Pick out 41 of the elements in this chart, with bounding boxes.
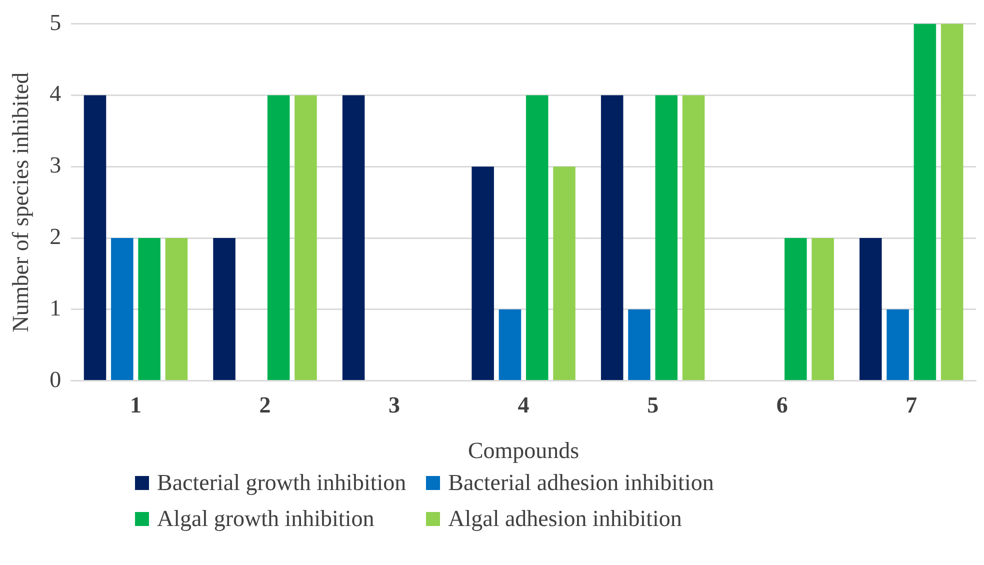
bar <box>84 95 106 380</box>
bar <box>812 238 834 380</box>
bar <box>600 95 624 380</box>
x-tick-label: 6 <box>776 392 788 418</box>
legend-label: Algal growth inhibition <box>157 506 374 532</box>
bar <box>111 238 134 380</box>
y-tick-label: 1 <box>50 295 62 320</box>
x-axis-title: Compounds <box>468 438 580 464</box>
bar <box>682 95 705 380</box>
bar <box>472 166 494 380</box>
bar <box>655 95 678 380</box>
bar <box>886 309 909 380</box>
bar <box>553 166 576 380</box>
bar <box>784 238 807 380</box>
bar <box>526 95 548 380</box>
legend-label: Algal adhesion inhibition <box>448 506 682 532</box>
bar <box>294 95 317 380</box>
y-tick-label: 0 <box>50 366 62 392</box>
bar <box>342 95 365 380</box>
bar <box>860 238 882 380</box>
bar <box>138 238 160 380</box>
legend-label: Bacterial growth inhibition <box>157 470 406 496</box>
y-tick-label: 5 <box>50 10 62 35</box>
y-tick-label: 3 <box>50 152 62 178</box>
x-tick-label: 3 <box>388 392 400 418</box>
bar <box>165 238 188 380</box>
x-tick-label: 4 <box>518 392 530 418</box>
y-axis-title: Number of species inhibited <box>8 72 33 332</box>
y-tick-label: 4 <box>50 81 62 106</box>
bar <box>213 238 236 380</box>
legend-label: Bacterial adhesion inhibition <box>448 470 714 496</box>
x-tick-label: 1 <box>130 392 142 418</box>
y-tick-label: 2 <box>50 224 62 250</box>
bar <box>498 309 522 380</box>
x-tick-label: 2 <box>259 392 271 418</box>
bar <box>267 95 290 380</box>
x-tick-label: 7 <box>906 392 918 418</box>
bar <box>628 309 650 380</box>
x-tick-label: 5 <box>647 392 659 418</box>
bar <box>914 24 936 380</box>
bar <box>940 24 964 380</box>
